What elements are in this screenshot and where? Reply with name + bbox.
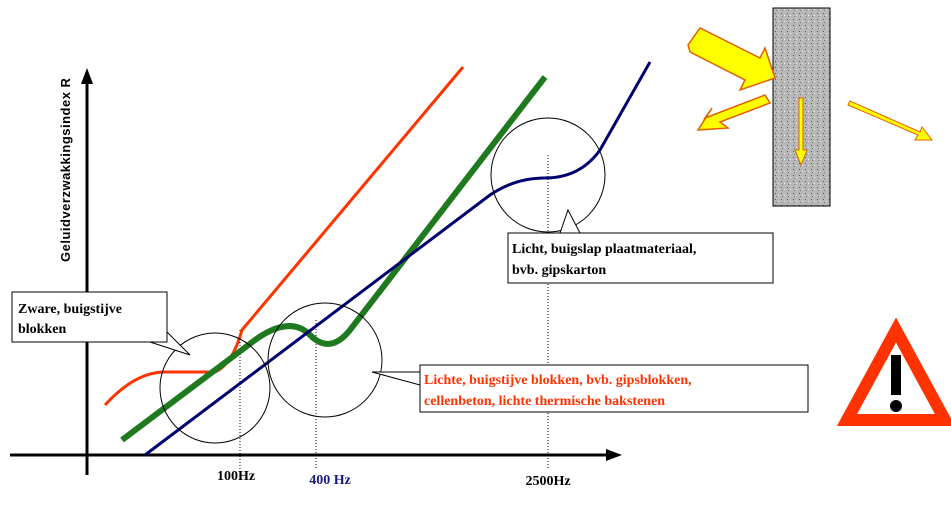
warning-sign: [836, 317, 951, 426]
callout-text: Lichte, buigstijve blokken, bvb. gipsblo…: [424, 373, 692, 388]
callout-text: cellenbeton, lichte thermische bakstenen: [424, 394, 665, 409]
curve-flexible: [144, 61, 652, 457]
callout: Licht, buigslap plaatmateriaal, bvb. gip…: [507, 208, 774, 284]
wall-illustration: [687, 7, 934, 207]
callout: Lichte, buigstijve blokken, bvb. gipsblo…: [371, 364, 809, 413]
axes: [10, 68, 622, 475]
regions: [159, 117, 606, 444]
x-label: 100Hz: [217, 469, 255, 484]
x-label: 2500Hz: [525, 474, 570, 489]
callout-text: blokken: [18, 322, 66, 337]
callout-text: bvb. gipskarton: [512, 263, 606, 278]
curve-light-rigid: [120, 75, 548, 443]
callout: Zware, buigstijve blokken: [11, 291, 191, 356]
curve-heavy: [103, 66, 465, 407]
callout-text: Zware, buigstijve: [18, 302, 122, 317]
callout-text: Licht, buigslap plaatmateriaal,: [512, 242, 696, 257]
frequency-markers: [239, 155, 549, 470]
x-label: 400 Hz: [309, 473, 351, 488]
y-axis-label: Geluidverzwakkingsindex R: [58, 77, 73, 262]
